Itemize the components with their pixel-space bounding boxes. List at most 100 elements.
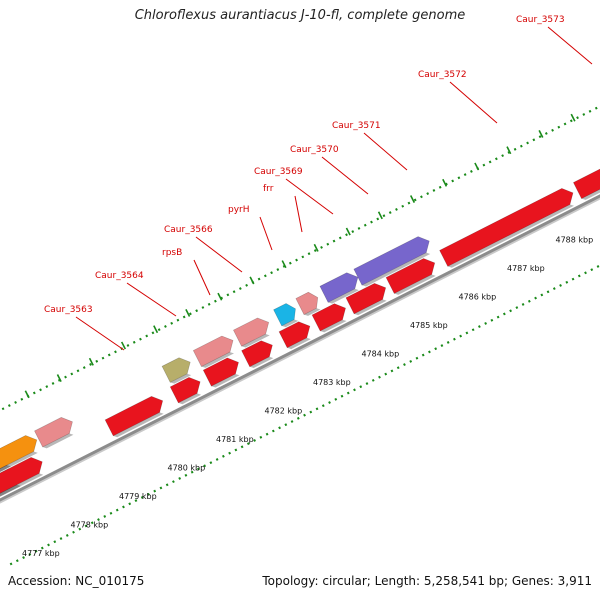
ruler-tick — [88, 357, 94, 366]
gene-arrow[interactable] — [353, 233, 435, 288]
gene-body — [169, 377, 201, 404]
ruler-tick — [249, 276, 255, 285]
gene-label[interactable]: Caur_3571 — [332, 121, 381, 131]
gene-shade — [0, 451, 38, 486]
gene-body — [345, 282, 387, 315]
gene-body — [278, 321, 311, 349]
ruler-tick — [377, 211, 383, 220]
gene-label[interactable]: Caur_3572 — [418, 70, 467, 80]
ruler-tick — [56, 374, 62, 382]
ruler-tick — [442, 178, 448, 187]
gene-shade — [394, 274, 436, 295]
gene-body — [34, 417, 73, 448]
ruler-tick — [345, 227, 351, 236]
gene-arrow[interactable] — [439, 185, 579, 269]
gene-body — [0, 435, 38, 485]
gene-arrow[interactable] — [385, 255, 440, 296]
gene-shade — [0, 465, 12, 481]
gene-arrow[interactable] — [311, 300, 351, 334]
gene-leader-line — [195, 236, 243, 273]
gene-body — [573, 165, 600, 199]
gene-arrow[interactable] — [34, 414, 78, 450]
gene-shade — [328, 288, 359, 304]
gene-body — [319, 272, 359, 303]
gene-shade — [178, 393, 202, 405]
gene-label[interactable]: Caur_3564 — [95, 271, 144, 281]
ruler-label: 4785 kbp — [410, 321, 448, 330]
ruler-label: 4786 kbp — [459, 293, 497, 302]
gene-arrow[interactable] — [0, 432, 42, 487]
gene-leader-line — [259, 216, 273, 251]
gene-label[interactable]: pyrH — [228, 205, 250, 215]
gene-arrow[interactable] — [192, 332, 238, 369]
gene-shade — [287, 337, 311, 350]
gene-arrow[interactable] — [104, 393, 168, 439]
ruler-tick — [313, 243, 319, 252]
gene-arrow[interactable] — [0, 454, 48, 507]
gene-label[interactable]: Caur_3569 — [254, 167, 303, 177]
outer-ruler — [0, 105, 600, 412]
gene-shade — [170, 373, 192, 384]
gene-body — [241, 340, 273, 368]
ruler-label: 4778 kbp — [71, 521, 109, 530]
gene-body — [202, 357, 239, 387]
gene-shade — [447, 204, 574, 268]
gene-label[interactable]: Caur_3570 — [290, 145, 339, 155]
ruler-label: 4781 kbp — [216, 435, 254, 444]
gene-body — [439, 188, 574, 267]
gene-shade — [581, 181, 600, 200]
gene-shade — [354, 299, 387, 316]
gene-shade — [320, 319, 347, 333]
ruler-tick — [185, 309, 191, 317]
gene-label[interactable]: Caur_3563 — [44, 305, 93, 315]
map-title: Chloroflexus aurantiacus J-10-fl, comple… — [134, 8, 466, 23]
gene-body — [233, 317, 270, 347]
gene-shade — [361, 252, 431, 287]
ruler-tick — [409, 195, 416, 203]
gene-body — [0, 457, 43, 505]
gene-arrow[interactable] — [295, 289, 323, 317]
gene-arrow[interactable] — [241, 337, 278, 369]
gene-leader-line — [285, 178, 334, 215]
ruler-tick — [474, 162, 480, 171]
gene-arrow[interactable] — [573, 162, 600, 201]
gene-shade — [113, 412, 164, 438]
gene-shade — [0, 484, 21, 501]
gene-arrow[interactable] — [278, 318, 315, 350]
gene-arrow[interactable] — [319, 269, 363, 305]
gene-leader-line — [363, 132, 408, 171]
gene-arrow[interactable] — [345, 280, 391, 317]
ruler-tick — [217, 292, 223, 301]
backbone — [0, 194, 600, 502]
gene-shade — [304, 308, 321, 316]
gene-arrow[interactable] — [161, 354, 196, 385]
ruler-label: 4784 kbp — [362, 350, 400, 359]
gene-arrow[interactable] — [233, 314, 274, 349]
gene-arrow[interactable] — [273, 301, 301, 329]
ruler-label: 4782 kbp — [265, 407, 303, 416]
gene-arrow[interactable] — [169, 374, 205, 406]
accession-text: Accession: NC_010175 — [8, 574, 145, 588]
gene-body — [161, 357, 191, 383]
ruler-tick — [24, 390, 30, 399]
ruler-tick — [570, 113, 576, 122]
gene-body — [273, 303, 296, 327]
gene-shade — [42, 433, 74, 449]
gene-label[interactable]: rpsB — [162, 248, 182, 258]
gene-arrow[interactable] — [202, 354, 244, 389]
ruler-label: 4777 kbp — [22, 549, 60, 558]
gene-label[interactable]: Caur_3573 — [516, 15, 565, 25]
gene-label[interactable]: Caur_3566 — [164, 225, 213, 235]
gene-shade — [0, 473, 44, 506]
gene-leader-line — [75, 316, 125, 351]
ruler-label: 4779 kbp — [119, 492, 157, 501]
gene-leader-line — [449, 81, 498, 124]
gene-shade — [211, 373, 240, 388]
gene-leader-line — [321, 156, 369, 195]
gene-body — [353, 236, 430, 286]
gene-shade — [249, 356, 274, 369]
ruler-tick — [153, 325, 159, 334]
gene-label[interactable]: frr — [263, 184, 274, 194]
